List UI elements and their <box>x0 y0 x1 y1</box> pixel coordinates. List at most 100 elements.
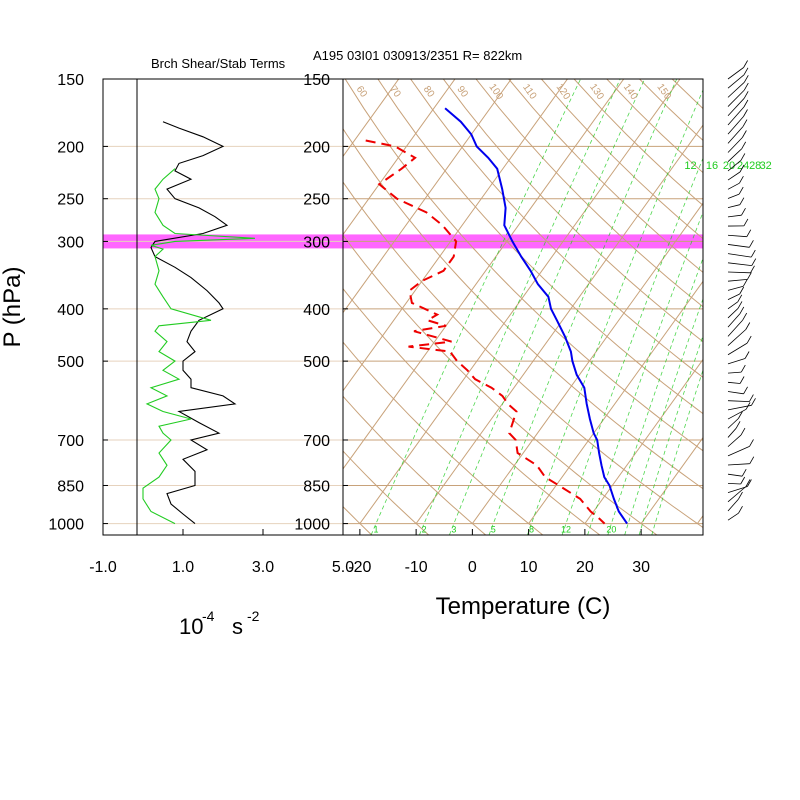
left-series-group <box>142 121 256 525</box>
wind-barb-flag <box>741 141 747 149</box>
dry-adiabat-label: 110 <box>520 82 538 102</box>
wind-barb-staff <box>727 400 750 402</box>
wind-barb-flag <box>743 82 749 91</box>
temperature-profile-line <box>444 107 628 525</box>
wind-barb-flag <box>751 258 757 266</box>
wind-barb-flag <box>735 421 741 429</box>
left-y-tick-label: 700 <box>57 433 84 450</box>
dry-adiabat-label: 80 <box>421 84 437 100</box>
wind-barb-flag <box>741 208 746 216</box>
wind-barb-staff <box>727 262 752 266</box>
wind-barb-flag <box>747 479 752 487</box>
wind-barb-staff <box>727 244 750 248</box>
wind-barb-flag <box>744 351 750 359</box>
isotherm-line <box>696 514 703 524</box>
right-y-tick-label: 850 <box>303 478 330 495</box>
left-x-tick-label: 1.0 <box>172 559 194 576</box>
dry-adiabat-line <box>705 79 800 535</box>
stability-term-line <box>142 168 256 525</box>
wind-barb-flag <box>742 312 748 321</box>
dry-adiabat-line <box>541 79 703 240</box>
right-y-tick-label: 700 <box>303 433 330 450</box>
wind-barb-staff <box>727 89 745 107</box>
right-x-tick-label: 30 <box>632 559 650 576</box>
wind-barb-staff <box>727 463 750 466</box>
wind-barb-flag <box>749 456 755 464</box>
units-exponent: -4 <box>202 608 215 624</box>
isotherm-line <box>584 358 703 524</box>
right-panel-title: A195 03I01 030913/2351 R= 822km <box>313 48 522 63</box>
wind-barb-staff <box>727 473 743 477</box>
wind-barb-staff <box>727 342 748 356</box>
wind-barb-flag <box>738 491 743 500</box>
wind-barb-flag <box>743 109 748 117</box>
left-y-tick-label: 150 <box>57 72 84 89</box>
isotherm-line <box>471 202 703 524</box>
mixing-ratio-top-label: 16 <box>706 160 718 172</box>
wind-barb-flag <box>745 479 751 487</box>
wind-barb-staff <box>727 313 741 328</box>
isotherm-line <box>0 39 203 524</box>
dry-adiabat-line <box>639 79 703 141</box>
wind-barb-flag <box>749 394 754 402</box>
wind-barb-staff <box>727 116 744 135</box>
isotherm-line <box>343 79 512 314</box>
wind-barb-staff <box>727 486 747 503</box>
right-y-tick-label: 200 <box>303 139 330 156</box>
dry-adiabat-label: 70 <box>387 84 403 100</box>
mixing-ratio-line <box>449 79 645 535</box>
wind-barb-flag <box>740 427 746 436</box>
left-y-ticks: 150 200 250 300 400 500 700 850 1000 <box>48 72 108 534</box>
isotherm-line <box>0 39 315 524</box>
wind-barb-flag <box>743 60 748 68</box>
mixing-ratio-line <box>419 79 621 535</box>
left-y-tick-label: 850 <box>57 478 84 495</box>
wind-barb-flag <box>743 386 748 394</box>
dry-adiabat-label: 130 <box>587 82 606 102</box>
skewt-series-group <box>365 107 628 525</box>
wind-barb-flag <box>743 99 749 108</box>
wind-barb-flag <box>747 272 752 280</box>
dry-adiabat-label: 60 <box>354 84 370 100</box>
wind-barb-staff <box>727 204 740 209</box>
wind-barb-staff <box>727 160 742 172</box>
dry-adiabat-line <box>442 79 703 343</box>
dewpoint-profile-line <box>365 139 606 525</box>
left-x-tick-label: 5.0 <box>332 559 354 576</box>
mixing-ratio-top-label: 32 <box>760 160 772 172</box>
wind-barb-flag <box>749 240 754 248</box>
right-x-tick-label: -20 <box>348 559 371 576</box>
isotherm-line <box>343 79 569 392</box>
wind-barb-flag <box>750 265 755 273</box>
wind-barb-staff <box>727 253 752 258</box>
wind-barb-flag <box>740 476 746 485</box>
mixing-ratio-line <box>488 79 678 535</box>
wind-barb-flag <box>738 411 743 419</box>
wind-barb-flag <box>746 229 752 237</box>
wind-barb-staff <box>727 148 742 163</box>
left-panel-title: Brch Shear/Stab Terms <box>151 56 286 71</box>
wind-barb-flag <box>743 67 749 75</box>
wind-barb-flag <box>743 218 749 227</box>
dry-adiabat-line <box>343 450 430 535</box>
dry-adiabat-line <box>51 79 315 535</box>
units-seconds-exponent: -2 <box>247 608 260 624</box>
wind-barb-flag <box>739 176 744 184</box>
dry-adiabat-line <box>671 79 703 110</box>
wind-barb-staff <box>727 512 739 521</box>
wind-barb-flag <box>742 130 747 138</box>
mixing-ratio-top-label: 12 <box>684 160 696 172</box>
dry-adiabat-label: 120 <box>554 82 573 102</box>
dry-adiabat-line <box>343 341 544 535</box>
wind-barb-flag <box>739 164 745 173</box>
mixing-ratio-top-label: 20 <box>723 160 735 172</box>
wind-barb-flag <box>738 506 743 514</box>
isotherm-line <box>640 436 703 524</box>
left-y-tick-label: 400 <box>57 302 84 319</box>
wind-barb-flag <box>742 119 748 127</box>
wind-barb-flag <box>741 469 747 477</box>
wind-barb-staff <box>727 285 744 291</box>
wind-barbs <box>727 60 757 521</box>
mixing-ratio-line <box>624 297 703 535</box>
